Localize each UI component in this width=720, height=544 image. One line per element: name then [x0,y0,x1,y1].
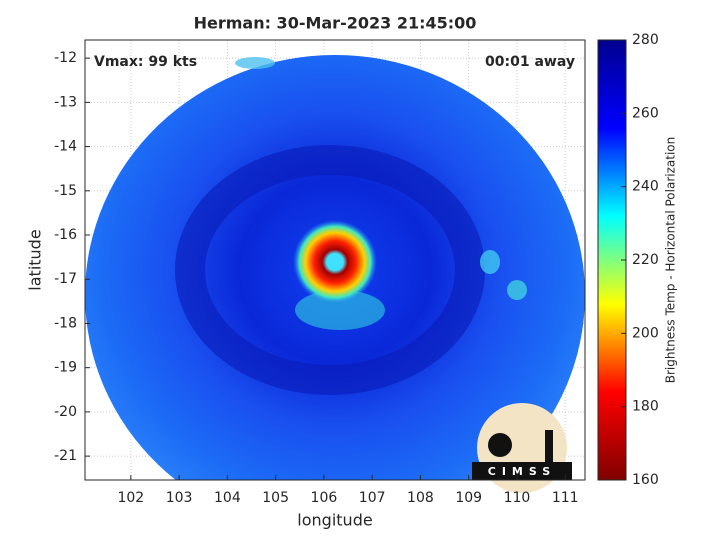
colorbar-tick-label: 240 [632,179,659,195]
logo-tower [545,430,553,462]
colorbar-tick-label: 260 [632,105,659,121]
cell [507,280,527,300]
x-tick-label: 111 [552,490,579,506]
x-tick-label: 104 [214,490,241,506]
x-tick-label: 102 [117,490,144,506]
y-tick-label: -14 [54,139,77,155]
band [175,145,485,395]
colorbar-tick-label: 180 [632,399,659,415]
image [85,55,585,480]
x-tick-label: 105 [262,490,289,506]
annotation: 00:01 away [485,54,575,70]
cell [235,57,275,69]
y-tick-label: -16 [54,227,77,243]
axes-box [84,39,586,481]
x-tick-label: 109 [455,490,482,506]
y-tick-label: -13 [54,94,77,110]
y-tick-label: -20 [54,404,77,420]
colorbar-label: Brightness Temp - Horizontal Polarizatio… [664,137,678,384]
x-tick-label: 110 [504,490,531,506]
x-tick-label: 106 [311,490,338,506]
x-tick-label: 108 [407,490,434,506]
y-tick-label: -17 [54,271,77,287]
annotation: Vmax: 99 kts [94,54,197,70]
colorbar-tick-label: 200 [632,325,659,341]
cell [480,250,500,274]
colorbar-tick-label: 220 [632,252,659,268]
y-tick-label: -15 [54,183,77,199]
logo-bar [472,462,572,480]
logo-dish [488,433,512,457]
y-tick-label: -12 [54,50,77,66]
logo-text: CIMSS [488,465,556,478]
logo: CIMSS [472,403,572,493]
x-axis-label: longitude [297,511,372,530]
chart-title: Herman: 30-Mar-2023 21:45:00 [194,14,477,33]
x-tick-label: 107 [359,490,386,506]
y-tick-label: -21 [54,448,77,464]
y-tick-label: -18 [54,315,77,331]
eye [293,220,377,304]
x-tick-label: 103 [166,490,193,506]
colorbar-tick-label: 160 [632,472,659,488]
y-axis-label: latitude [26,229,45,290]
y-tick-label: -19 [54,360,77,376]
colorbar-tick-label: 280 [632,32,659,48]
